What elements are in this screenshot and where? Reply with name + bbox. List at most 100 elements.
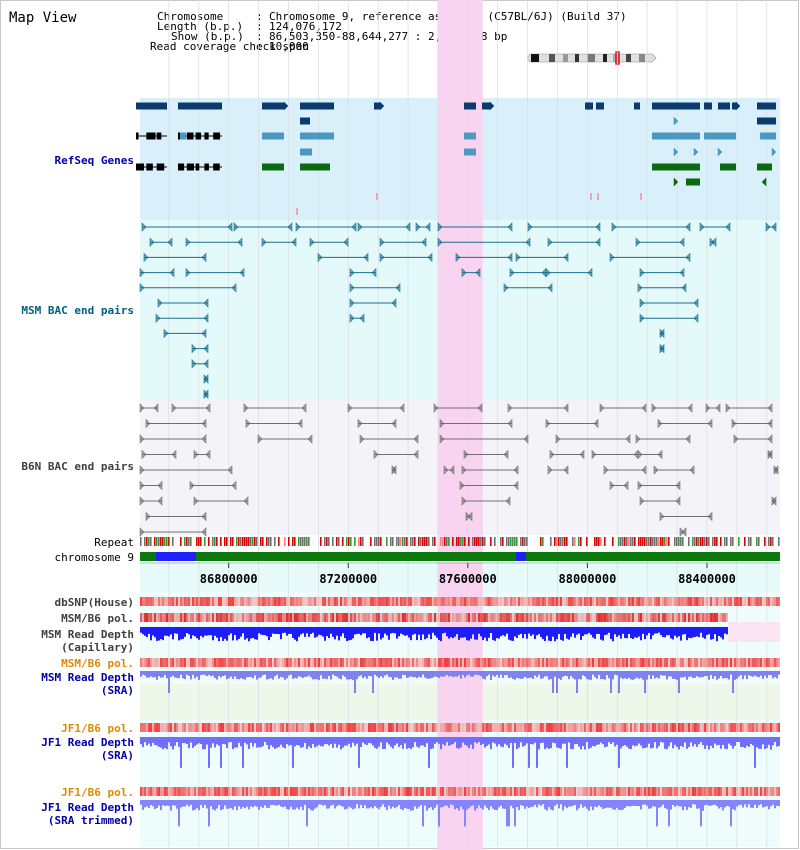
track-label-jf1-read-depth-trimmed[interactable]: JF1 Read Depth (SRA trimmed) <box>41 801 134 827</box>
depth-bar <box>734 671 736 680</box>
chromosome-ideogram[interactable] <box>527 51 657 65</box>
depth-bar <box>326 737 328 745</box>
heat-cell <box>202 787 204 796</box>
depth-bar <box>622 671 624 679</box>
depth-bar <box>608 671 610 679</box>
heat-cell <box>704 723 706 732</box>
repeat-element <box>750 537 752 546</box>
msm-bac-pair <box>639 313 699 323</box>
track-label-b6n-bac[interactable]: B6N BAC end pairs <box>21 460 134 473</box>
repeat-element <box>674 537 676 546</box>
heat-cell <box>290 613 292 622</box>
heat-cell <box>770 787 772 796</box>
heat-cell <box>700 613 702 622</box>
depth-bar <box>440 737 442 750</box>
heat-cell <box>236 597 238 606</box>
heat-cell <box>696 613 698 622</box>
track-label-jf1-b6-pol-1[interactable]: JF1/B6 pol. <box>61 722 134 735</box>
heat-cell <box>764 787 766 796</box>
depth-bar <box>704 737 706 749</box>
bac-end-left <box>349 298 355 308</box>
depth-bar <box>398 737 400 747</box>
depth-bar <box>728 800 730 807</box>
track-label-msm-read-depth-sra[interactable]: MSM Read Depth (SRA) <box>41 671 134 697</box>
heat-cell <box>458 613 460 622</box>
heat-cell <box>432 723 434 732</box>
heat-cell <box>346 613 348 622</box>
dbsnp-track <box>140 597 780 606</box>
depth-bar <box>554 800 556 806</box>
depth-bar <box>416 737 418 747</box>
heat-cell <box>218 787 220 796</box>
depth-bar <box>440 800 442 808</box>
heat-cell <box>492 658 494 667</box>
track-label-msm-bac[interactable]: MSM BAC end pairs <box>21 304 134 317</box>
track-label-chromosome[interactable]: chromosome 9 <box>54 551 134 564</box>
heat-cell <box>194 658 196 667</box>
gene-exon <box>204 132 209 140</box>
depth-bar <box>680 737 682 747</box>
depth-bar <box>498 800 500 808</box>
heat-cell <box>658 597 660 606</box>
depth-bar <box>632 627 634 640</box>
b6n-bac-pair <box>771 496 777 506</box>
depth-bar <box>294 671 296 678</box>
depth-bar <box>662 671 664 676</box>
heat-cell <box>154 613 156 622</box>
heat-cell <box>336 613 338 622</box>
depth-bar <box>530 627 532 636</box>
depth-bar <box>172 627 174 640</box>
heat-cell <box>590 658 592 667</box>
repeat-element <box>514 537 516 546</box>
heat-cell <box>336 658 338 667</box>
track-label-msm-b6-pol-2[interactable]: MSM/B6 pol. <box>61 657 134 670</box>
heat-cell <box>580 723 582 732</box>
heat-cell <box>688 723 690 732</box>
heat-cell <box>294 723 296 732</box>
repeat-element <box>744 537 746 546</box>
track-label-msm-read-depth-capillary[interactable]: MSM Read Depth (Capillary) <box>41 628 134 654</box>
depth-bar <box>340 627 342 637</box>
heat-cell <box>356 787 358 796</box>
repeat-element <box>562 537 564 546</box>
heat-cell <box>614 658 616 667</box>
depth-bar <box>736 671 738 679</box>
heat-cell <box>372 597 374 606</box>
heat-cell <box>768 658 770 667</box>
depth-bar <box>216 737 218 745</box>
b6n-bac-pair <box>507 403 569 413</box>
heat-cell <box>514 613 516 622</box>
track-label-repeat[interactable]: Repeat <box>94 536 134 549</box>
track-label-jf1-b6-pol-2[interactable]: JF1/B6 pol. <box>61 786 134 799</box>
track-label-msm-b6-pol-1[interactable]: MSM/B6 pol. <box>61 612 134 625</box>
heat-cell <box>218 597 220 606</box>
heat-cell <box>254 613 256 622</box>
track-label-refseq[interactable]: RefSeq Genes <box>54 154 134 167</box>
bac-end-right <box>689 465 695 475</box>
heat-cell <box>736 658 738 667</box>
depth-bar <box>240 737 242 747</box>
depth-bar <box>638 737 640 744</box>
heat-cell <box>448 787 450 796</box>
heat-cell <box>248 658 250 667</box>
track-label-dbsnp[interactable]: dbSNP(House) <box>54 596 134 609</box>
heat-cell <box>358 658 360 667</box>
b6n-bac-pair <box>773 465 779 475</box>
depth-bar <box>326 627 328 637</box>
refseq-gene-green <box>720 163 736 171</box>
heat-cell <box>416 597 418 606</box>
heat-cell <box>744 787 746 796</box>
heat-cell <box>694 658 696 667</box>
bac-end-right <box>391 298 397 308</box>
heat-cell <box>190 597 192 606</box>
depth-bar <box>630 671 632 680</box>
heat-cell <box>664 787 666 796</box>
track-label-jf1-read-depth-sra[interactable]: JF1 Read Depth (SRA) <box>41 736 134 762</box>
depth-bar <box>616 800 618 808</box>
heat-cell <box>140 597 142 606</box>
depth-bar <box>620 737 622 749</box>
depth-bar <box>232 627 234 641</box>
heat-cell <box>308 723 310 732</box>
depth-bar <box>174 671 176 678</box>
